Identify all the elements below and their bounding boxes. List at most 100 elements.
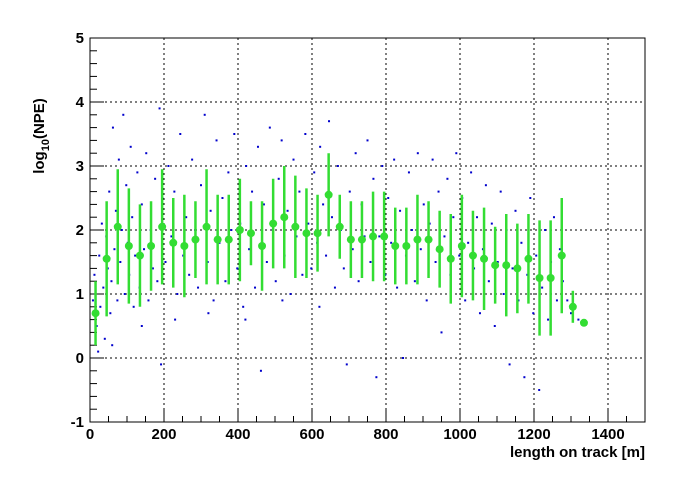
scatter-point xyxy=(458,254,461,257)
x-tick-label: 1000 xyxy=(443,426,476,443)
y-tick-label: 0 xyxy=(76,350,84,367)
scatter-point xyxy=(113,248,116,251)
scatter-point xyxy=(200,184,202,187)
scatter-point xyxy=(387,197,390,199)
scatter-point xyxy=(319,145,322,148)
profile-point xyxy=(302,229,311,238)
scatter-point xyxy=(102,286,105,289)
scatter-point xyxy=(375,376,378,379)
scatter-point xyxy=(103,337,106,340)
x-tick-label: 1400 xyxy=(591,426,624,443)
scatter-point xyxy=(555,299,558,302)
scatter-point xyxy=(476,216,479,219)
scatter-point xyxy=(164,261,167,263)
scatter-point xyxy=(558,248,561,251)
scatter-point xyxy=(437,190,440,193)
profile-point xyxy=(413,235,422,244)
scatter-point xyxy=(203,113,206,116)
scatter-point xyxy=(143,248,146,251)
scatter-point xyxy=(342,267,345,270)
scatter-point xyxy=(160,363,163,366)
profile-point xyxy=(269,219,278,228)
scatter-point xyxy=(318,305,321,308)
scatter-point xyxy=(207,312,210,315)
scatter-point xyxy=(233,133,236,135)
scatter-point xyxy=(140,325,143,327)
scatter-point xyxy=(369,261,372,263)
scatter-point xyxy=(434,261,437,263)
scatter-point xyxy=(330,216,333,219)
x-tick-label: 400 xyxy=(225,426,250,443)
scatter-point xyxy=(413,280,416,283)
scatter-point xyxy=(170,235,173,238)
scatter-point xyxy=(541,286,544,289)
scatter-point xyxy=(100,222,103,225)
profile-point xyxy=(213,235,222,244)
scatter-point xyxy=(393,158,396,161)
scatter-point xyxy=(298,190,301,193)
scatter-point xyxy=(167,165,170,167)
scatter-point xyxy=(354,152,357,155)
profile-point xyxy=(169,238,178,247)
y-title-sub: 10 xyxy=(40,139,52,151)
profile-point xyxy=(180,242,189,250)
scatter-point xyxy=(455,152,458,155)
scatter-point xyxy=(552,216,555,219)
scatter-point xyxy=(262,203,265,206)
scatter-point xyxy=(301,273,304,276)
scatter-point xyxy=(116,299,119,302)
scatter-point xyxy=(292,158,295,161)
scatter-point xyxy=(410,229,413,231)
profile-point xyxy=(535,274,544,282)
scatter-point xyxy=(529,197,532,199)
profile-point xyxy=(546,274,555,282)
scatter-point xyxy=(98,254,101,257)
profile-point xyxy=(291,222,300,231)
scatter-point xyxy=(277,177,280,180)
scatter-point xyxy=(136,171,139,174)
profile-point xyxy=(446,254,455,263)
scatter-point xyxy=(313,171,316,174)
y-tick-label: 1 xyxy=(76,286,84,303)
profile-point xyxy=(158,222,167,231)
scatter-point xyxy=(425,299,428,302)
scatter-point xyxy=(132,305,135,308)
scatter-point xyxy=(348,190,351,193)
profile-point xyxy=(424,235,433,244)
scatter-point xyxy=(256,145,259,148)
scatter-point xyxy=(502,293,505,295)
scatter-point xyxy=(91,299,94,302)
y-axis-title: log10(NPE) xyxy=(31,98,52,174)
profile-point xyxy=(524,254,533,263)
profile-point xyxy=(346,235,355,244)
scatter-point xyxy=(538,389,541,391)
scatter-point xyxy=(254,286,257,289)
profile-point xyxy=(513,264,522,273)
profile-point xyxy=(579,318,588,327)
scatter-point xyxy=(173,190,176,193)
scatter-point xyxy=(230,229,233,231)
scatter-point xyxy=(174,318,177,321)
scatter-point xyxy=(490,222,493,225)
scatter-point xyxy=(366,139,369,142)
profile-point xyxy=(147,242,156,250)
profile-point xyxy=(402,242,411,250)
scatter-point xyxy=(176,293,179,295)
scatter-point xyxy=(493,325,496,327)
scatter-point xyxy=(566,299,569,302)
scatter-point xyxy=(467,241,470,244)
scatter-point xyxy=(117,158,120,161)
scatter-point xyxy=(154,177,157,180)
x-tick-label: 600 xyxy=(299,426,324,443)
scatter-point xyxy=(523,376,526,379)
scatter-point xyxy=(109,312,112,315)
scatter-point xyxy=(443,235,446,238)
scatter-point xyxy=(185,216,188,219)
scatter-point xyxy=(281,299,284,302)
scatter-point xyxy=(496,261,499,263)
scatter-point xyxy=(396,286,399,289)
scatter-point xyxy=(478,312,481,315)
scatter-point xyxy=(416,152,419,155)
scatter-point xyxy=(357,280,360,283)
